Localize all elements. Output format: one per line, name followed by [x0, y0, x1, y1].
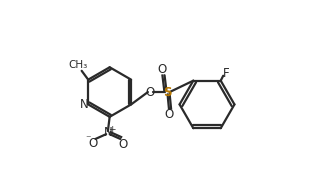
Text: CH₃: CH₃ — [68, 60, 87, 70]
Text: +: + — [108, 125, 116, 134]
Text: N: N — [80, 98, 89, 111]
Text: O: O — [165, 108, 174, 121]
Text: O: O — [119, 138, 128, 151]
Text: N: N — [104, 126, 112, 139]
Text: O: O — [157, 63, 167, 76]
Text: O: O — [88, 137, 97, 150]
Text: S: S — [163, 85, 171, 99]
Text: O: O — [146, 85, 155, 99]
Text: ⁻: ⁻ — [86, 134, 91, 144]
Text: F: F — [223, 67, 229, 81]
